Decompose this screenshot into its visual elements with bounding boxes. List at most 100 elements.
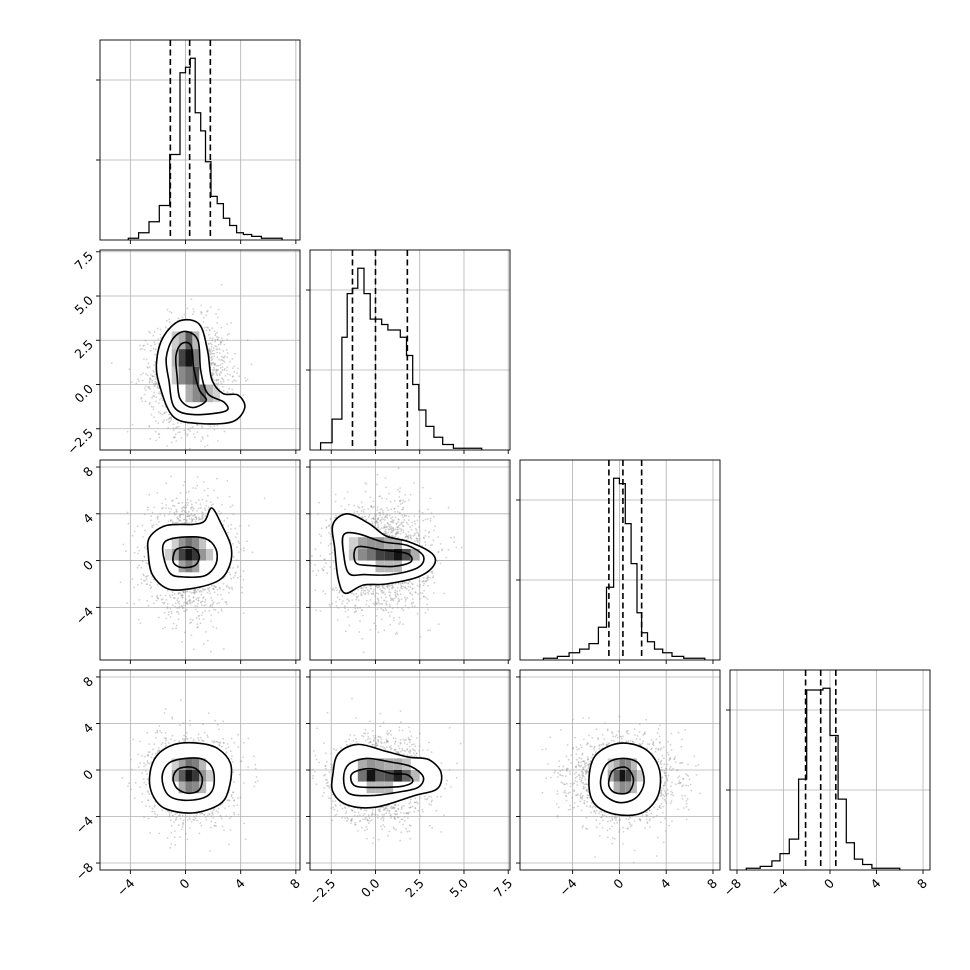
density-cell — [631, 758, 637, 770]
density-cell — [631, 770, 637, 782]
density-cell — [619, 781, 626, 794]
x-tick-label: 0 — [821, 875, 837, 891]
density-content — [100, 670, 300, 870]
x-tick-label: −4 — [767, 875, 791, 899]
contour-line-2 — [161, 757, 216, 802]
density-cell — [171, 366, 179, 385]
x-tick-label: 8 — [287, 875, 303, 891]
density-cell — [613, 758, 620, 770]
y-tick-label: 0 — [80, 766, 96, 782]
panel-frame — [309, 249, 511, 451]
histogram-step-line — [745, 687, 901, 870]
histogram-step-line — [319, 267, 483, 450]
x-tick-label: −2.5 — [306, 876, 338, 908]
contour-line-1 — [330, 743, 443, 809]
density-content — [100, 460, 300, 660]
y-tick-label: 5.0 — [71, 293, 96, 318]
density-cell — [199, 770, 207, 782]
panel-frame — [309, 459, 511, 661]
y-tick-label: 4 — [80, 510, 96, 526]
y-tick-label: 8 — [80, 673, 96, 689]
y-tick-label: −4 — [72, 813, 96, 837]
density-cell — [178, 548, 186, 561]
y-tick-label: −4 — [72, 604, 96, 628]
density-cell — [192, 758, 200, 770]
density-cell — [171, 548, 179, 561]
density-cell — [178, 781, 186, 794]
density-cell — [206, 770, 214, 782]
density-cell — [613, 770, 620, 782]
density-cell — [192, 781, 200, 794]
density-cell — [185, 758, 193, 770]
density-cell — [402, 548, 411, 561]
y-tick-label: 7.5 — [71, 248, 96, 273]
density-cell — [178, 560, 186, 573]
contour-line-1 — [146, 507, 233, 591]
density-cells — [171, 758, 214, 794]
density-cell — [384, 548, 394, 561]
density-cell — [607, 758, 614, 770]
density-cell — [164, 548, 172, 561]
density-cell — [192, 548, 200, 561]
density-content — [100, 250, 300, 450]
density-content — [520, 670, 720, 870]
density-cell — [366, 758, 376, 770]
density-cell — [625, 758, 632, 770]
density-cell — [375, 770, 385, 782]
density-cell — [192, 560, 200, 573]
x-tick-label: 4 — [867, 875, 883, 891]
contour-line-3 — [349, 767, 414, 789]
density-cell — [375, 758, 385, 770]
histogram-panel-2 — [516, 459, 721, 664]
density-cell — [192, 349, 200, 367]
panel-frame — [519, 459, 721, 661]
y-tick-label: 2.5 — [71, 337, 96, 362]
y-tick-label: 8 — [80, 463, 96, 479]
density-cell — [171, 331, 179, 350]
density-cell — [206, 384, 214, 403]
density-cell — [625, 770, 632, 782]
density-cell — [192, 384, 200, 403]
density-cell — [185, 331, 193, 350]
density-cell — [178, 758, 186, 770]
contour-line-3 — [172, 546, 201, 569]
density-cell — [185, 770, 193, 782]
x-tick-label: 5.0 — [446, 875, 471, 900]
x-tick-label: 0 — [176, 875, 192, 891]
density-cell — [410, 770, 420, 782]
density-content — [310, 670, 510, 870]
density-cell — [631, 781, 637, 794]
density-cell — [199, 758, 207, 770]
density-cell — [357, 548, 367, 561]
x-tick-label: −8 — [720, 875, 744, 899]
density-cell — [185, 349, 193, 367]
x-tick-label: 0.0 — [358, 875, 383, 900]
contour-line-2 — [165, 330, 229, 416]
x-tick-label: 4 — [657, 875, 673, 891]
density-cell — [171, 537, 179, 549]
contour-line-1 — [331, 512, 437, 595]
panel-frame — [99, 249, 301, 451]
density-cell — [375, 548, 385, 561]
histogram-panel-3 — [726, 669, 931, 871]
density-panel-0-2 — [99, 459, 301, 664]
x-tick-label: 8 — [704, 875, 720, 891]
density-panel-0-3 — [99, 669, 301, 871]
histogram-step-line — [127, 57, 283, 240]
contour-line-2 — [599, 757, 645, 804]
density-cell — [199, 384, 207, 403]
density-cell — [613, 781, 620, 794]
density-cell — [348, 537, 358, 549]
density-cell — [357, 770, 367, 782]
density-cell — [192, 770, 200, 782]
contour-line-1 — [588, 742, 662, 817]
density-panel-1-2 — [306, 459, 511, 664]
density-cell — [625, 781, 632, 794]
contour-line-2 — [161, 535, 219, 579]
x-tick-label: 4 — [232, 875, 248, 891]
density-cell — [366, 770, 376, 782]
density-cell — [178, 537, 186, 549]
x-tick-label: −4 — [556, 875, 580, 899]
density-cell — [384, 770, 394, 782]
